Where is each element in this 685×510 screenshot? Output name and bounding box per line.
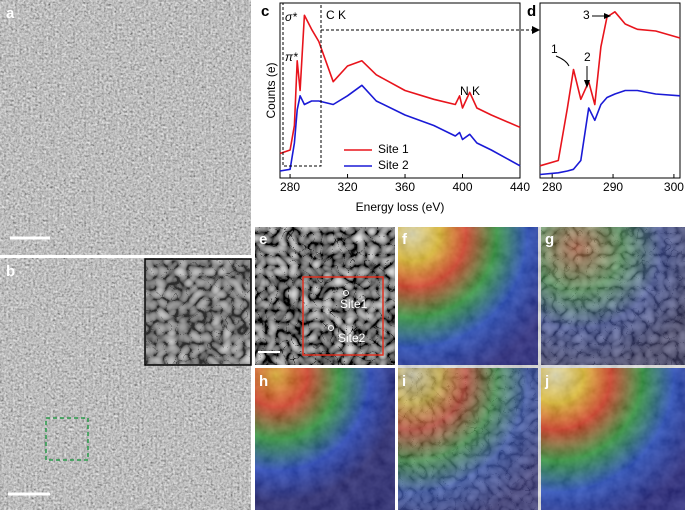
x-tick-label: 290 <box>603 180 623 194</box>
panel-label: h <box>259 373 268 390</box>
panel-label: b <box>6 263 15 280</box>
annotation: σ* <box>285 10 297 24</box>
panel-label: g <box>545 231 554 248</box>
x-tick-label: 280 <box>280 180 300 194</box>
x-tick-label: 440 <box>510 180 530 194</box>
map-texture <box>255 227 395 365</box>
panel-label: e <box>259 231 267 248</box>
x-tick-label: 280 <box>542 180 562 194</box>
panel-label: f <box>402 231 408 248</box>
inset-texture <box>146 260 250 364</box>
micrograph-texture <box>0 0 251 255</box>
annotation: C K <box>326 8 346 22</box>
site-label: Site1 <box>340 297 368 311</box>
panel-label: c <box>261 3 269 20</box>
series-line <box>539 11 681 167</box>
map-texture <box>398 227 685 510</box>
site-label: Site2 <box>338 331 366 345</box>
zoom-box <box>282 2 322 167</box>
site-marker <box>328 325 334 331</box>
annotation: 1 <box>551 42 558 56</box>
legend-label: Site 1 <box>378 142 409 156</box>
plot-frame <box>279 2 521 179</box>
x-axis-label: Energy loss (eV) <box>356 200 445 214</box>
panel-label: j <box>544 373 549 390</box>
panel-label: i <box>402 373 406 390</box>
plot-frame <box>539 2 681 179</box>
arrow <box>555 55 570 67</box>
y-axis-label: Counts (e) <box>264 62 278 118</box>
region-box <box>45 417 89 461</box>
arrow-head <box>604 13 611 19</box>
site-marker <box>343 290 349 296</box>
x-tick-label: 360 <box>395 180 415 194</box>
arrow-head <box>584 80 590 88</box>
series-line <box>539 89 681 176</box>
map-texture <box>255 368 395 510</box>
panel-label: a <box>6 5 15 22</box>
annotation: N K <box>460 84 480 98</box>
arrow-head <box>532 26 540 34</box>
x-tick-label: 300 <box>664 180 684 194</box>
legend-label: Site 2 <box>378 158 409 172</box>
region-box <box>302 276 384 356</box>
x-tick-label: 320 <box>338 180 358 194</box>
annotation: 2 <box>584 50 591 64</box>
maps <box>255 227 685 510</box>
series-line <box>279 84 521 172</box>
panel-label: d <box>527 3 536 20</box>
x-tick-label: 400 <box>452 180 472 194</box>
series-line <box>279 14 521 155</box>
annotation: 3 <box>583 8 590 22</box>
annotation: π* <box>285 50 298 64</box>
